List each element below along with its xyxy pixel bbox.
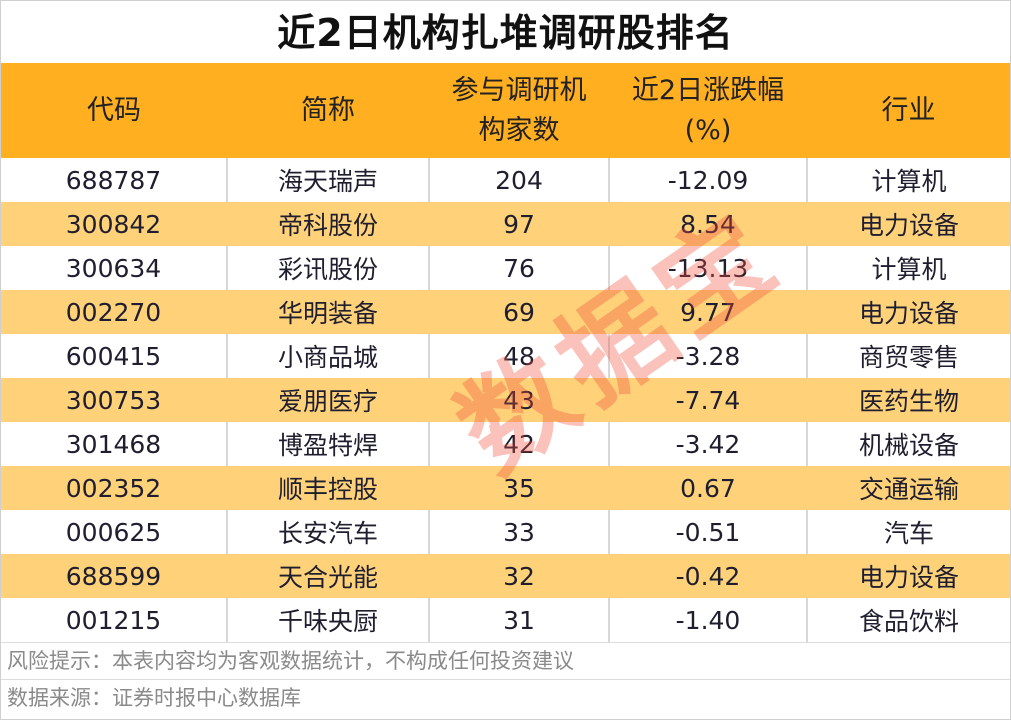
table-row: 002270 华明装备 69 9.77 电力设备	[1, 290, 1010, 334]
column-header-line: 简称	[301, 94, 355, 126]
table-cell: 301468	[1, 422, 227, 466]
table-cell: 彩讯股份	[226, 246, 429, 290]
table-cell: 长安汽车	[226, 510, 429, 554]
table-cell: 300842	[1, 202, 227, 246]
table-cell: 商贸零售	[806, 334, 1010, 378]
table-cell: 8.54	[608, 202, 807, 246]
column-header-label: 近2日涨跌幅(%)	[631, 74, 785, 146]
column-header: 参与调研机 构家数	[429, 63, 609, 158]
column-header: 近2日涨跌幅(%)	[609, 63, 807, 158]
column-header-line: 行业	[881, 94, 936, 126]
table-row: 300634 彩讯股份 76 -13.13 计算机	[1, 246, 1010, 290]
table-cell: -0.51	[608, 510, 807, 554]
table-cell: 600415	[1, 334, 227, 378]
table-row: 000625 长安汽车 33 -0.51 汽车	[1, 510, 1010, 554]
table-cell: -1.40	[608, 598, 807, 642]
table-cell: -12.09	[608, 158, 807, 202]
table-row: 001215 千味央厨 31 -1.40 食品饮料	[1, 598, 1010, 642]
table-cell: 天合光能	[226, 554, 429, 598]
column-header: 简称	[227, 63, 429, 158]
table-cell: 博盈特焊	[226, 422, 429, 466]
table-cell: 机械设备	[806, 422, 1010, 466]
table-cell: 33	[428, 510, 609, 554]
column-header-line: 代码	[87, 94, 141, 126]
table-cell: 69	[428, 290, 609, 334]
table-cell: -3.28	[608, 334, 807, 378]
table-cell: 食品饮料	[806, 598, 1010, 642]
table-cell: 顺丰控股	[226, 466, 429, 510]
table-cell: 华明装备	[226, 290, 429, 334]
table-cell: 千味央厨	[226, 598, 429, 642]
table-cell: 002352	[1, 466, 227, 510]
table-cell: -7.74	[608, 378, 807, 422]
table-cell: 帝科股份	[226, 202, 429, 246]
column-header: 代码	[1, 63, 227, 158]
table-cell: 交通运输	[806, 466, 1010, 510]
table-cell: 002270	[1, 290, 227, 334]
risk-note: 风险提示：本表内容均为客观数据统计，不构成任何投资建议	[1, 642, 1010, 679]
table-cell: 48	[428, 334, 609, 378]
column-header-line: 构家数	[478, 114, 560, 146]
table-row: 300842 帝科股份 97 8.54 电力设备	[1, 202, 1010, 246]
table-cell: 9.77	[608, 290, 807, 334]
table-row: 002352 顺丰控股 35 0.67 交通运输	[1, 466, 1010, 510]
table-cell: 31	[428, 598, 609, 642]
table-cell: 小商品城	[226, 334, 429, 378]
table-cell: -3.42	[608, 422, 807, 466]
data-source: 数据来源：证券时报中心数据库	[1, 679, 1010, 716]
header-row: 代码 简称 参与调研机 构家数 近2日涨跌幅(%) 行业	[1, 63, 1010, 158]
table-cell: 43	[428, 378, 609, 422]
column-header: 行业	[807, 63, 1010, 158]
table-cell: 汽车	[806, 510, 1010, 554]
table-cell: 爱朋医疗	[226, 378, 429, 422]
table-cell: 76	[428, 246, 609, 290]
table-row: 301468 博盈特焊 42 -3.42 机械设备	[1, 422, 1010, 466]
table-cell: 35	[428, 466, 609, 510]
table-cell: 计算机	[806, 158, 1010, 202]
table-cell: 688787	[1, 158, 227, 202]
table-title: 近2日机构扎堆调研股排名	[277, 11, 734, 55]
table-cell: -13.13	[608, 246, 807, 290]
table-cell: 医药生物	[806, 378, 1010, 422]
table-cell: 42	[428, 422, 609, 466]
table-cell: 000625	[1, 510, 227, 554]
table-row: 688787 海天瑞声 204 -12.09 计算机	[1, 158, 1010, 202]
data-table: 代码 简称 参与调研机 构家数 近2日涨跌幅(%) 行业 688787 海天瑞声 204 -12…	[1, 63, 1010, 642]
table-cell: 204	[428, 158, 609, 202]
table-cell: 300634	[1, 246, 227, 290]
table-cell: 电力设备	[806, 554, 1010, 598]
table-cell: -0.42	[608, 554, 807, 598]
table-cell: 97	[428, 202, 609, 246]
table-cell: 688599	[1, 554, 227, 598]
table-cell: 0.67	[608, 466, 807, 510]
table-cell: 电力设备	[806, 290, 1010, 334]
table-row: 300753 爱朋医疗 43 -7.74 医药生物	[1, 378, 1010, 422]
table-cell: 32	[428, 554, 609, 598]
table-row: 688599 天合光能 32 -0.42 电力设备	[1, 554, 1010, 598]
table-cell: 001215	[1, 598, 227, 642]
table-cell: 电力设备	[806, 202, 1010, 246]
table-cell: 海天瑞声	[226, 158, 429, 202]
table-cell: 计算机	[806, 246, 1010, 290]
column-header-line: 参与调研机	[451, 74, 587, 106]
table-row: 600415 小商品城 48 -3.28 商贸零售	[1, 334, 1010, 378]
table-cell: 300753	[1, 378, 227, 422]
